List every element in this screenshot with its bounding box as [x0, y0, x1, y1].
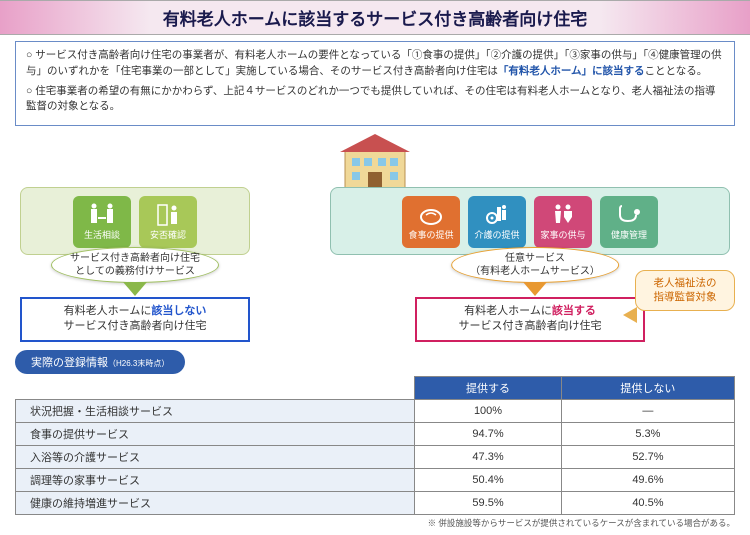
table-header: 提供しない [561, 377, 734, 400]
diagram: 生活相談安否確認 サービス付き高齢者向け住宅 としての義務付けサービス 有料老人… [15, 132, 735, 342]
note-arrow-icon [623, 307, 637, 323]
table-row: 食事の提供サービス94.7%5.3% [16, 423, 735, 446]
info-p2: ○ 住宅事業者の希望の有無にかかわらず、上記４サービスのどれか一つでも提供してい… [26, 84, 724, 116]
building-icon [330, 132, 420, 192]
table-row: 健康の維持増進サービス59.5%40.5% [16, 492, 735, 515]
table-header: 提供する [415, 377, 562, 400]
service-icon: 安否確認 [139, 196, 197, 248]
right-caption: 任意サービス （有料老人ホームサービス） [451, 247, 619, 283]
service-icon: 食事の提供 [402, 196, 460, 248]
footnote: ※ 併設施設等からサービスが提供されているケースが含まれている場合がある。 [15, 517, 735, 529]
table-header [16, 377, 415, 400]
left-caption: サービス付き高齢者向け住宅 としての義務付けサービス [51, 247, 219, 283]
table-row: 調理等の家事サービス50.4%49.6% [16, 469, 735, 492]
table-section: 実際の登録情報（H26.3末時点） 提供する提供しない 状況把握・生活相談サービ… [15, 350, 735, 515]
arrow-down-icon [523, 282, 547, 296]
service-icon: 生活相談 [73, 196, 131, 248]
registration-table: 提供する提供しない 状況把握・生活相談サービス100%―食事の提供サービス94.… [15, 376, 735, 515]
optional-services: 食事の提供介護の提供家事の供与健康管理 [330, 187, 730, 255]
service-icon: 介護の提供 [468, 196, 526, 248]
service-icon: 家事の供与 [534, 196, 592, 248]
mandatory-services: 生活相談安否確認 [20, 187, 250, 255]
info-box: ○ サービス付き高齢者向け住宅の事業者が、有料老人ホームの要件となっている「①食… [15, 41, 735, 126]
right-result: 有料老人ホームに該当する サービス付き高齢者向け住宅 [415, 297, 645, 342]
info-p1: ○ サービス付き高齢者向け住宅の事業者が、有料老人ホームの要件となっている「①食… [26, 48, 724, 80]
left-result: 有料老人ホームに該当しない サービス付き高齢者向け住宅 [20, 297, 250, 342]
title-bar: 有料老人ホームに該当するサービス付き高齢者向け住宅 [0, 0, 750, 35]
arrow-down-icon [123, 282, 147, 296]
table-row: 状況把握・生活相談サービス100%― [16, 400, 735, 423]
service-icon: 健康管理 [600, 196, 658, 248]
table-row: 入浴等の介護サービス47.3%52.7% [16, 446, 735, 469]
page-title: 有料老人ホームに該当するサービス付き高齢者向け住宅 [0, 5, 750, 30]
table-title: 実際の登録情報（H26.3末時点） [15, 350, 185, 374]
law-note: 老人福祉法の 指導監督対象 [635, 270, 735, 311]
